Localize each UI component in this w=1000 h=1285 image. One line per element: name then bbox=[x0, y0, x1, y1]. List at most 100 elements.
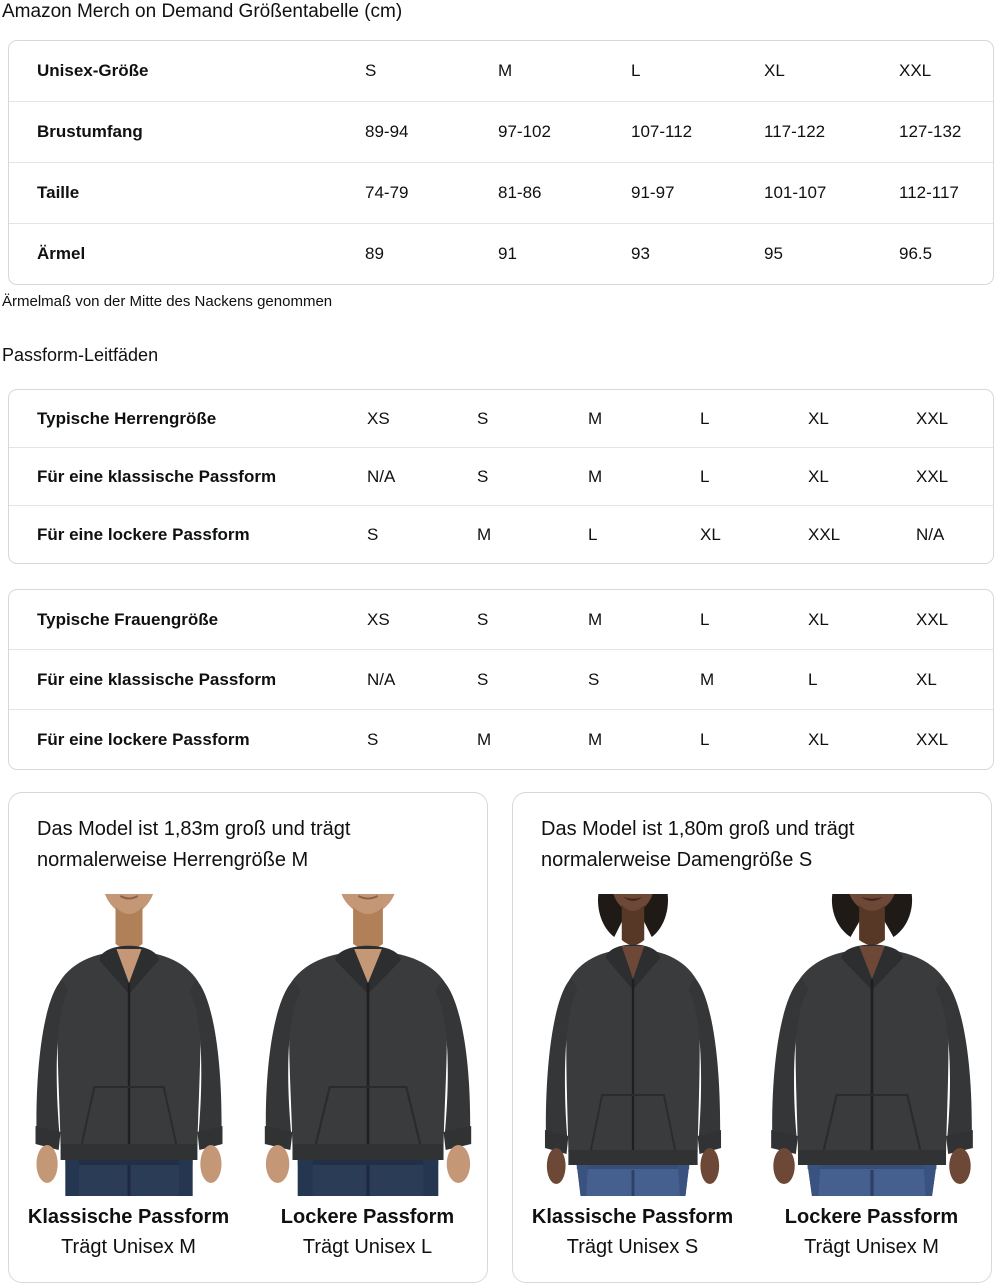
size-cell: S bbox=[469, 448, 580, 506]
model-card-women: Das Model ist 1,80m groß und trägt norma… bbox=[512, 792, 992, 1283]
size-cell: M bbox=[477, 729, 492, 749]
row-label: Für eine lockere Passform bbox=[37, 729, 250, 749]
size-cell: N/A bbox=[916, 524, 945, 544]
model-description: Das Model ist 1,83m groß und trägt norma… bbox=[37, 818, 351, 871]
row-label: Ärmel bbox=[37, 244, 86, 263]
model-cards-row: Das Model ist 1,83m groß und trägt norma… bbox=[8, 792, 992, 1283]
size-cell: L bbox=[623, 41, 756, 102]
worn-size-label: Trägt Unisex M bbox=[61, 1236, 196, 1258]
models-row: Klassische Passform Trägt Unisex M Locke… bbox=[9, 894, 487, 1259]
row-label: Taille bbox=[9, 163, 357, 224]
size-cell: M bbox=[588, 729, 603, 749]
size-cell: M bbox=[580, 590, 692, 650]
fit-name-label: Lockere Passform bbox=[280, 1206, 455, 1228]
size-cell: XS bbox=[359, 390, 469, 448]
row-label: Für eine klassische Passform bbox=[9, 448, 359, 506]
table-row: Für eine lockere Passform S M M L XL XXL bbox=[9, 710, 993, 769]
size-cell: S bbox=[367, 524, 379, 544]
row-label: Für eine klassische Passform bbox=[9, 650, 359, 710]
model-column-loose: Lockere Passform Trägt Unisex M bbox=[752, 894, 991, 1259]
size-cell: XL bbox=[808, 729, 829, 749]
size-cell: M bbox=[580, 448, 692, 506]
measure-cell: 117-122 bbox=[756, 102, 891, 163]
table-row: Für eine klassische Passform N/A S S M L… bbox=[9, 650, 993, 710]
fit-name-label: Klassische Passform bbox=[531, 1206, 734, 1228]
size-cell: L bbox=[692, 448, 800, 506]
worn-size-label: Trägt Unisex L bbox=[302, 1236, 433, 1258]
model-column-classic: Klassische Passform Trägt Unisex S bbox=[513, 894, 752, 1259]
measure-cell: 112-117 bbox=[891, 163, 993, 224]
female-model-illustration bbox=[542, 894, 723, 1196]
model-column-classic: Klassische Passform Trägt Unisex M bbox=[9, 894, 248, 1259]
fit-name-label: Klassische Passform bbox=[27, 1206, 230, 1228]
size-cell: S bbox=[580, 650, 692, 710]
measure-cell: 74-79 bbox=[357, 163, 490, 224]
size-cell: XXL bbox=[908, 590, 993, 650]
row-label: Typische Herrengröße bbox=[9, 390, 359, 448]
female-model-illustration bbox=[769, 894, 974, 1196]
size-cell: S bbox=[357, 41, 490, 102]
model-column-loose: Lockere Passform Trägt Unisex L bbox=[248, 894, 487, 1259]
measure-cell: 91-97 bbox=[623, 163, 756, 224]
size-cell: M bbox=[580, 390, 692, 448]
size-cell: XXL bbox=[908, 390, 993, 448]
size-cell: XL bbox=[756, 41, 891, 102]
row-label: Für eine lockere Passform bbox=[37, 524, 250, 544]
size-cell: XL bbox=[800, 390, 908, 448]
fit-name-label: Lockere Passform bbox=[784, 1206, 959, 1228]
size-cell: M bbox=[477, 524, 492, 544]
model-card-men: Das Model ist 1,83m groß und trägt norma… bbox=[8, 792, 488, 1283]
size-cell: M bbox=[692, 650, 800, 710]
measure-cell: 89 bbox=[365, 244, 384, 263]
measure-cell: 89-94 bbox=[357, 102, 490, 163]
size-cell: S bbox=[469, 650, 580, 710]
size-cell: XXL bbox=[908, 448, 993, 506]
worn-size-label: Trägt Unisex S bbox=[566, 1236, 699, 1258]
size-cell: XS bbox=[359, 590, 469, 650]
size-cell: S bbox=[469, 590, 580, 650]
female-model-loose-fit-photo bbox=[754, 894, 990, 1196]
worn-size-label: Trägt Unisex M bbox=[804, 1236, 939, 1258]
table-row: Typische Herrengröße XS S M L XL XXL bbox=[9, 390, 993, 448]
size-cell: L bbox=[700, 729, 710, 749]
size-cell: L bbox=[588, 524, 598, 544]
table-row: Für eine klassische Passform N/A S M L X… bbox=[9, 448, 993, 506]
size-cell: XXL bbox=[891, 41, 993, 102]
sleeve-measure-note: Ärmelmaß von der Mitte des Nackens genom… bbox=[2, 293, 333, 310]
table-row: Typische Frauengröße XS S M L XL XXL bbox=[9, 590, 993, 650]
table-row: Ärmel 89 91 93 95 96.5 bbox=[9, 224, 993, 284]
fit-guides-heading: Passform-Leitfäden bbox=[2, 345, 159, 365]
male-model-illustration bbox=[33, 894, 224, 1196]
size-cell: N/A bbox=[359, 448, 469, 506]
models-row: Klassische Passform Trägt Unisex S Locke… bbox=[513, 894, 991, 1259]
measure-cell: 97-102 bbox=[490, 102, 623, 163]
unisex-size-table: Unisex-Größe S M L XL XXL Brustumfang 89… bbox=[8, 40, 994, 285]
measure-cell: 127-132 bbox=[891, 102, 993, 163]
measure-cell: 101-107 bbox=[756, 163, 891, 224]
size-cell: XXL bbox=[808, 524, 841, 544]
size-cell: XXL bbox=[916, 729, 949, 749]
size-cell: XL bbox=[908, 650, 993, 710]
male-model-illustration bbox=[262, 894, 473, 1196]
measure-cell: 93 bbox=[631, 244, 650, 263]
size-cell: N/A bbox=[359, 650, 469, 710]
measure-cell: 95 bbox=[764, 244, 783, 263]
male-model-loose-fit-photo bbox=[251, 894, 485, 1196]
female-model-classic-fit-photo bbox=[530, 894, 736, 1196]
table-row: Brustumfang 89-94 97-102 107-112 117-122… bbox=[9, 102, 993, 163]
table-row: Unisex-Größe S M L XL XXL bbox=[9, 41, 993, 102]
size-cell: L bbox=[692, 390, 800, 448]
measure-cell: 81-86 bbox=[490, 163, 623, 224]
model-description: Das Model ist 1,80m groß und trägt norma… bbox=[541, 818, 855, 871]
table-row: Für eine lockere Passform S M L XL XXL N… bbox=[9, 506, 993, 563]
size-cell: XL bbox=[800, 448, 908, 506]
size-cell: S bbox=[469, 390, 580, 448]
size-cell: L bbox=[692, 590, 800, 650]
row-label: Typische Frauengröße bbox=[9, 590, 359, 650]
size-cell: M bbox=[490, 41, 623, 102]
size-cell: XL bbox=[800, 590, 908, 650]
size-cell: S bbox=[367, 729, 379, 749]
page-title: Amazon Merch on Demand Größentabelle (cm… bbox=[2, 1, 403, 22]
womens-fit-table: Typische Frauengröße XS S M L XL XXL Für… bbox=[8, 589, 994, 770]
